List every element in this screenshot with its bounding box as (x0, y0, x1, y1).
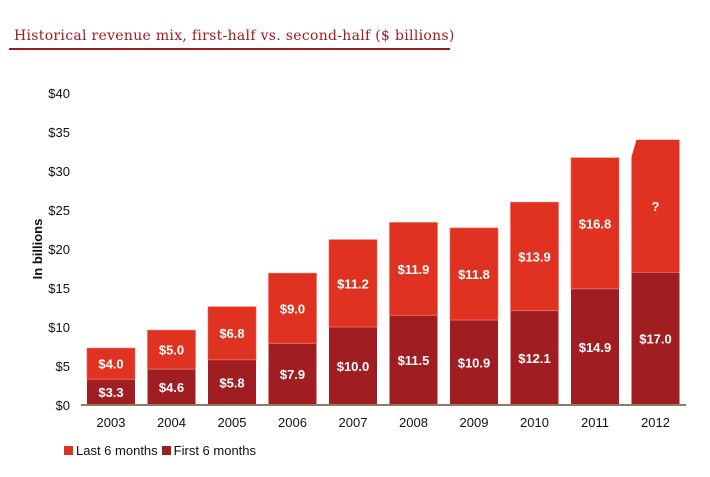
y-tick-label: $10 (48, 320, 70, 335)
data-label-last-6-months-2010: $13.9 (518, 249, 551, 264)
data-label-last-6-months-2009: $11.8 (458, 267, 490, 282)
y-tick-label: $25 (48, 203, 70, 218)
legend-item-last-6-months: Last 6 months (64, 443, 158, 458)
x-tick-label: 2012 (641, 415, 670, 430)
y-tick-label: $30 (48, 164, 70, 179)
bar-last-6-months-2008 (389, 222, 438, 316)
data-label-first-6-months-2012: $17.0 (639, 332, 672, 347)
legend-item-first-6-months: First 6 months (161, 443, 257, 458)
data-label-first-6-months-2007: $10.0 (337, 359, 370, 374)
bars: $3.3 $4.0 $4.6 $5.0 $5.8 $6.8 $7.9 $9.0 $10.0 $11… (86, 139, 680, 405)
legend-label-first-6-months: First 6 months (173, 443, 257, 458)
bar-last-6-months-2003 (86, 347, 136, 380)
bar-first-6-months-2007 (329, 327, 377, 405)
bar-last-6-months-2011 (570, 157, 620, 290)
x-tick-label: 2009 (460, 415, 489, 430)
bar-first-6-months-2010 (510, 310, 559, 405)
legend: Last 6 months First 6 months (64, 443, 260, 458)
bar-last-6-months-2006 (268, 272, 317, 344)
bar-first-6-months-2005 (208, 359, 256, 405)
title-underline (9, 48, 450, 50)
bar-last-6-months-2012 (631, 139, 680, 273)
bar-first-6-months-2006 (268, 343, 317, 405)
data-label-last-6-months-2006: $9.0 (280, 301, 305, 316)
data-label-first-6-months-2008: $11.5 (398, 353, 430, 368)
data-label-first-6-months-2005: $5.8 (219, 375, 244, 390)
data-label-first-6-months-2011: $14.9 (579, 340, 612, 355)
bar-last-6-months-2007 (328, 239, 378, 328)
data-label-first-6-months-2009: $10.9 (458, 355, 491, 370)
data-label-last-6-months-2012: ? (652, 199, 660, 214)
legend-swatch-last-6-months (64, 446, 73, 455)
bar-last-6-months-2005 (207, 306, 257, 361)
bar-first-6-months-2004 (147, 369, 196, 405)
x-tick-label: 2010 (520, 415, 549, 430)
bar-last-6-months-2009 (449, 227, 499, 321)
bar-first-6-months-2008 (389, 315, 438, 405)
y-tick-label: $20 (48, 242, 70, 257)
x-tick-label: 2006 (278, 415, 307, 430)
x-axis: 2003 2004 2005 2006 2007 2008 2009 2010 2011 2012 (97, 415, 670, 430)
y-tick-label: $40 (48, 86, 70, 101)
x-tick-label: 2011 (581, 415, 609, 430)
y-axis-label: In billions (30, 219, 45, 280)
data-label-last-6-months-2007: $11.2 (337, 276, 369, 291)
y-tick-label: $5 (56, 359, 70, 374)
legend-swatch-first-6-months (161, 446, 171, 455)
data-label-first-6-months-2006: $7.9 (280, 367, 305, 382)
chart-title: Historical revenue mix, first-half vs. s… (14, 28, 455, 44)
bar-first-6-months-2003 (87, 379, 135, 405)
data-label-first-6-months-2003: $3.3 (98, 385, 123, 400)
bar-first-6-months-2011 (571, 288, 619, 405)
x-tick-label: 2004 (157, 415, 186, 430)
data-label-last-6-months-2008: $11.9 (398, 262, 430, 277)
y-tick-label: $35 (48, 125, 70, 140)
data-label-first-6-months-2004: $4.6 (159, 380, 184, 395)
data-label-last-6-months-2005: $6.8 (219, 326, 244, 341)
data-label-last-6-months-2003: $4.0 (98, 357, 123, 372)
y-tick-label: $15 (48, 281, 70, 296)
y-axis: $0 $5 $10 $15 $20 $25 $30 $35 $40 (48, 86, 70, 413)
data-label-last-6-months-2004: $5.0 (159, 343, 184, 358)
data-label-last-6-months-2011: $16.8 (579, 216, 612, 231)
bar-first-6-months-2009 (450, 319, 498, 405)
data-label-first-6-months-2010: $12.1 (518, 351, 551, 366)
legend-label-last-6-months: Last 6 months (76, 443, 158, 458)
x-tick-label: 2008 (399, 415, 428, 430)
x-tick-label: 2005 (218, 415, 247, 430)
bar-first-6-months-2012 (631, 272, 680, 405)
bar-last-6-months-2010 (510, 201, 559, 311)
y-tick-label: $0 (56, 398, 70, 413)
x-tick-label: 2003 (97, 415, 126, 430)
x-tick-label: 2007 (339, 415, 368, 430)
